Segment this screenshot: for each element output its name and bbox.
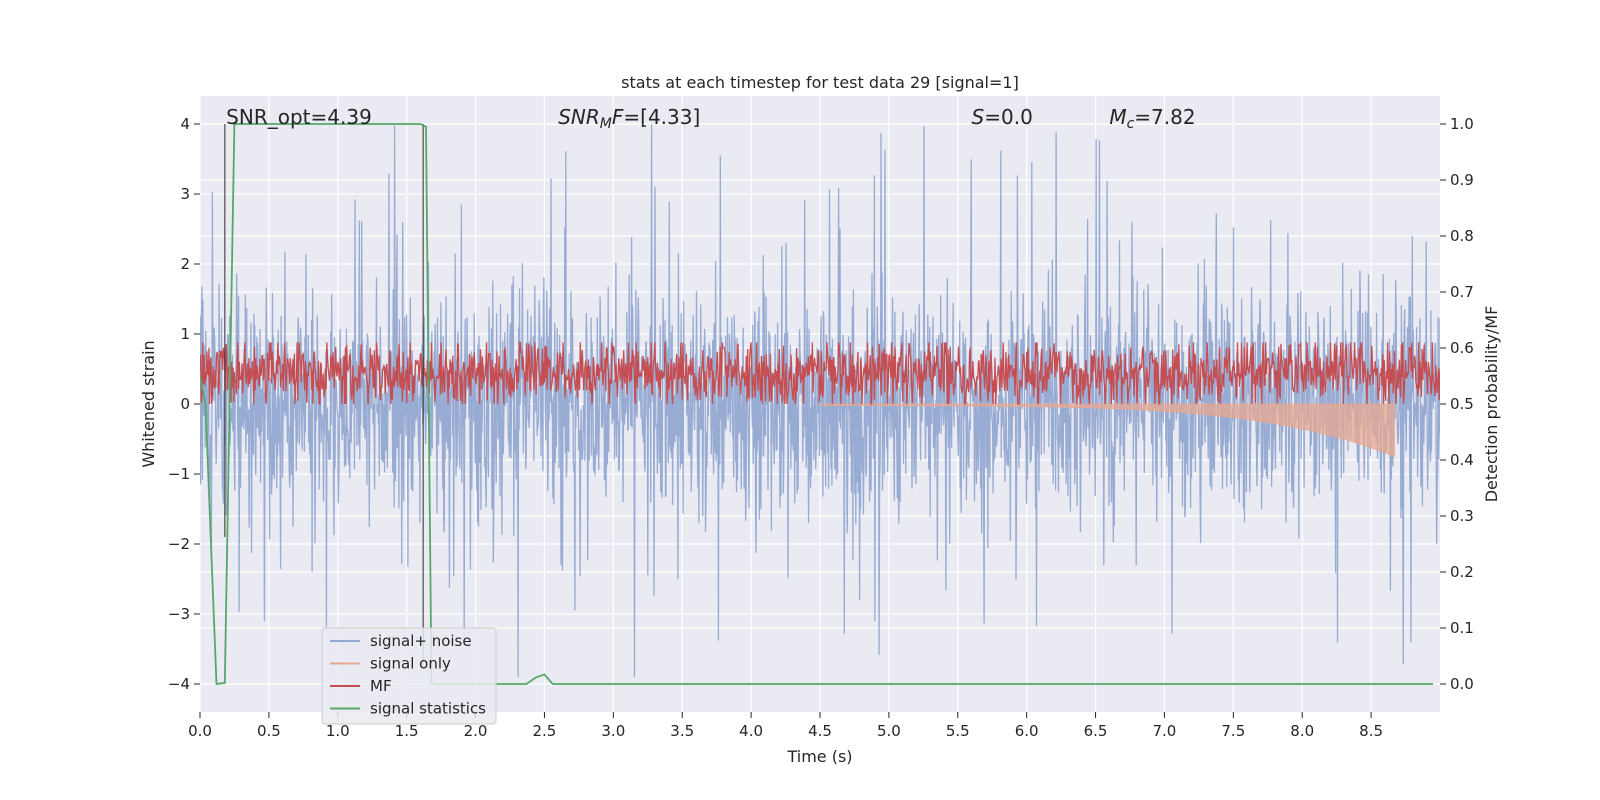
legend-label: signal only: [370, 655, 451, 673]
tick-label-x: 4.5: [808, 722, 832, 740]
x-axis: 0.0 0.5 1.0 1.5 2.0 2.5 3.0 3.5 4.0 4.5 5.0 5.5 6.0 6…: [188, 712, 1383, 740]
tick-label-right: 0.3: [1450, 507, 1474, 525]
tick-label-left: 4: [180, 115, 190, 133]
chart-title: stats at each timestep for test data 29 …: [621, 73, 1019, 92]
tick-label-left: 2: [180, 255, 190, 273]
legend-label: MF: [370, 677, 392, 695]
x-axis-label: Time (s): [786, 747, 852, 766]
legend-label: signal+ noise: [370, 632, 472, 650]
tick-label-right: 0.7: [1450, 283, 1474, 301]
tick-label-x: 2.0: [464, 722, 488, 740]
right-axis: 0.0 0.1 0.2 0.3 0.4 0.5 0.6 0.7 0.8 0.9 1.0: [1440, 115, 1474, 693]
tick-label-left: 1: [180, 325, 190, 343]
series-signal-only-band: [819, 403, 1395, 458]
annotation-snr-opt: SNR_opt=4.39: [226, 105, 372, 129]
tick-label-x: 3.5: [670, 722, 694, 740]
tick-label-right: 0.0: [1450, 675, 1474, 693]
tick-label-right: 1.0: [1450, 115, 1474, 133]
tick-label-x: 6.0: [1015, 722, 1039, 740]
tick-label-x: 5.0: [877, 722, 901, 740]
tick-label-left: −1: [168, 465, 190, 483]
series-signal-noise-line: [200, 124, 1440, 678]
tick-label-x: 3.0: [601, 722, 625, 740]
tick-label-x: 0.0: [188, 722, 212, 740]
tick-label-right: 0.8: [1450, 227, 1474, 245]
annotation-mc: Mc=7.82: [1109, 105, 1195, 132]
left-axis: −4 −3 −2 −1 0 1 2 3 4: [168, 115, 200, 693]
tick-label-x: 2.5: [533, 722, 557, 740]
tick-label-x: 4.0: [739, 722, 763, 740]
annotation-s: S=0.0: [972, 105, 1033, 129]
tick-label-right: 0.1: [1450, 619, 1474, 637]
series-mf-line: [200, 341, 1440, 406]
tick-label-right: 0.5: [1450, 395, 1474, 413]
tick-label-left: −3: [168, 605, 190, 623]
tick-label-x: 8.0: [1290, 722, 1314, 740]
tick-label-x: 5.5: [946, 722, 970, 740]
y-axis-label-left: Whitened strain: [139, 340, 158, 467]
legend-label: signal statistics: [370, 700, 486, 718]
legend: signal+ noise signal only MF signal statist…: [321, 627, 497, 725]
y-axis-label-right: Detection probability/MF: [1482, 306, 1501, 503]
tick-label-left: 0: [180, 395, 190, 413]
tick-label-left: −4: [168, 675, 190, 693]
tick-label-x: 6.5: [1084, 722, 1108, 740]
tick-label-x: 7.0: [1153, 722, 1177, 740]
tick-label-right: 0.2: [1450, 563, 1474, 581]
tick-label-x: 1.0: [326, 722, 350, 740]
tick-label-left: 3: [180, 185, 190, 203]
annotation-snr-mf: SNRMF=[4.33]: [558, 105, 700, 132]
annotations: SNR_opt=4.39 SNRMF=[4.33] S=0.0 Mc=7.82: [226, 105, 1195, 132]
tick-label-x: 8.5: [1359, 722, 1383, 740]
tick-label-right: 0.4: [1450, 451, 1474, 469]
tick-label-x: 7.5: [1221, 722, 1245, 740]
tick-label-right: 0.6: [1450, 339, 1474, 357]
tick-label-right: 0.9: [1450, 171, 1474, 189]
tick-label-x: 1.5: [395, 722, 419, 740]
tick-label-x: 0.5: [257, 722, 281, 740]
tick-label-left: −2: [168, 535, 190, 553]
legend-box: [321, 627, 497, 725]
